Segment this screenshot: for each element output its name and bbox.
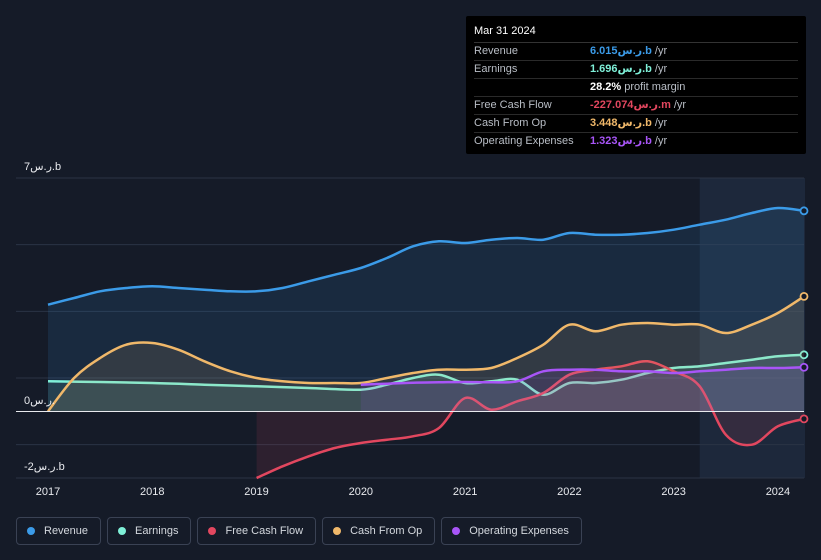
x-tick-label: 2021 [453, 486, 477, 498]
tooltip-date: Mar 31 2024 [474, 22, 798, 43]
x-tick-label: 2020 [349, 486, 373, 498]
tooltip-row: Operating Expenses 1.323ر.س.b/yr [474, 133, 798, 150]
tooltip-row-label: Earnings [474, 63, 518, 75]
tooltip-row-suffix: profit margin [624, 81, 686, 93]
legend-item-revenue[interactable]: Revenue [16, 517, 102, 545]
revenue-line [47, 206, 805, 306]
tooltip-row: Earnings 1.696ر.س.b/yr [474, 61, 798, 79]
tooltip-row-label: Revenue [474, 45, 519, 57]
legend-label: Free Cash Flow [225, 525, 304, 537]
cash-from-op-area [48, 296, 804, 412]
legend: Revenue Earnings Free Cash Flow Cash From O… [16, 517, 588, 545]
earnings-line [47, 353, 805, 396]
tooltip-row-suffix: /yr [654, 63, 668, 75]
legend-dot-icon [208, 527, 217, 535]
free-cash-flow-endpoint [799, 414, 809, 424]
tooltip-row: Free Cash Flow -227.074ر.س.m/yr [474, 97, 798, 115]
tooltip-row-label [474, 79, 590, 96]
highlight-band [699, 178, 805, 478]
tooltip-row-value: 3.448ر.س.b [590, 117, 652, 129]
tooltip-row-suffix: /yr [654, 117, 668, 129]
tooltip-row-suffix: /yr [654, 45, 668, 57]
free-cash-flow-area [256, 361, 805, 478]
operating-expenses-line [360, 365, 805, 386]
x-axis: 2017 2018 2019 2020 2021 2022 2023 2024 [36, 486, 790, 498]
x-tick-label: 2019 [244, 486, 268, 498]
operating-expenses-area [360, 367, 804, 412]
tooltip-row-label: Free Cash Flow [474, 99, 552, 111]
legend-item-cash-from-op[interactable]: Cash From Op [322, 517, 436, 545]
tooltip-row-suffix: /yr [654, 135, 668, 147]
tooltip-row-value: 6.015ر.س.b [590, 45, 652, 57]
legend-dot-icon [118, 527, 127, 535]
y-axis-bottom-label: -2ر.س.b [24, 461, 65, 473]
cash-from-op-line [47, 295, 805, 413]
tooltip-row-label: Cash From Op [474, 117, 547, 129]
plot-area [16, 177, 809, 480]
x-tick-label: 2017 [36, 486, 60, 498]
tooltip-row-value: 1.323ر.س.b [590, 135, 652, 147]
x-tick-label: 2024 [766, 486, 790, 498]
x-tick-label: 2022 [557, 486, 581, 498]
legend-label: Revenue [44, 525, 89, 537]
legend-label: Cash From Op [350, 525, 423, 537]
legend-label: Earnings [135, 525, 179, 537]
tooltip-row: 28.2% profit margin [474, 79, 798, 97]
y-axis-top-label: 7ر.س.b [24, 161, 61, 173]
tooltip-panel: Mar 31 2024 Revenue 6.015ر.س.b/yr Earnings… [466, 16, 806, 154]
tooltip-row-label: Operating Expenses [474, 135, 574, 147]
tooltip-row-value: 1.696ر.س.b [590, 63, 652, 75]
tooltip-row: Revenue 6.015ر.س.b/yr [474, 43, 798, 61]
tooltip-row-value: -227.074ر.س.m [590, 99, 671, 111]
legend-dot-icon [452, 527, 461, 535]
legend-dot-icon [333, 527, 342, 535]
tooltip-row: Cash From Op 3.448ر.س.b/yr [474, 115, 798, 133]
free-cash-flow-line [256, 359, 805, 480]
tooltip-row-value: 28.2% [590, 81, 622, 93]
legend-dot-icon [27, 527, 35, 535]
x-tick-label: 2023 [661, 486, 685, 498]
operating-expenses-endpoint [799, 362, 809, 372]
earnings-endpoint [799, 350, 809, 360]
tooltip-row-suffix: /yr [673, 99, 687, 111]
legend-item-operating-expenses[interactable]: Operating Expenses [441, 517, 582, 545]
legend-label: Operating Expenses [469, 525, 569, 537]
x-tick-label: 2018 [140, 486, 164, 498]
revenue-endpoint [799, 206, 809, 216]
legend-item-free-cash-flow[interactable]: Free Cash Flow [197, 517, 317, 545]
y-axis-zero-label: 0ر.س. [24, 395, 55, 407]
legend-item-earnings[interactable]: Earnings [107, 517, 192, 545]
cash-from-op-endpoint [799, 291, 809, 301]
revenue-area [48, 207, 804, 412]
